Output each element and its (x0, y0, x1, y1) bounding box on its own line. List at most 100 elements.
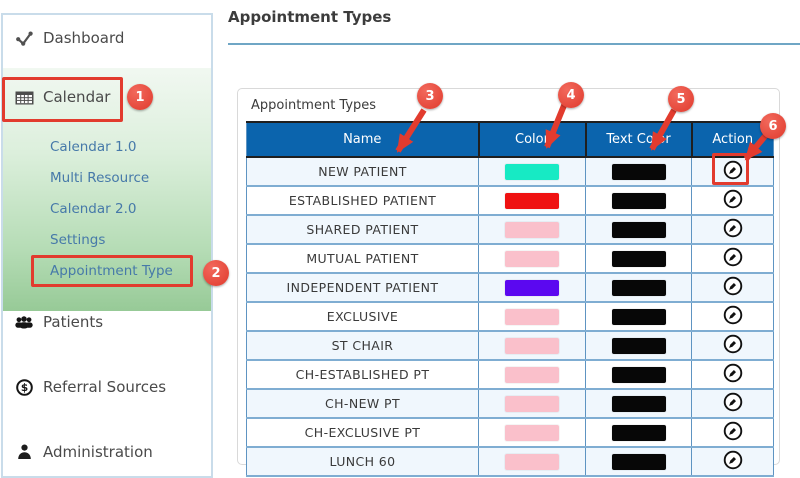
svg-text:$: $ (20, 382, 27, 394)
patients-icon (14, 315, 34, 330)
edit-pencil-icon (723, 276, 743, 299)
color-swatch (505, 453, 559, 470)
edit-pencil-icon (723, 334, 743, 357)
text-color-cell (585, 215, 692, 245)
text-color-cell (585, 186, 692, 216)
table-row: CH-ESTABLISHED PT (246, 360, 774, 390)
appointment-table-body: NEW PATIENT ESTABLISHED PATIENT (246, 157, 774, 477)
table-row: NEW PATIENT (246, 157, 774, 187)
color-cell (478, 157, 586, 187)
text-color-cell (585, 360, 692, 390)
edit-pencil-icon (723, 363, 743, 386)
dashboard-icon (14, 30, 34, 47)
table-row: CH-EXCLUSIVE PT (246, 418, 774, 448)
sidebar-item-appointment-type[interactable]: Appointment Type (50, 261, 173, 281)
appointment-name-cell: CH-ESTABLISHED PT (246, 360, 479, 390)
action-cell (691, 302, 774, 332)
row-name: SHARED PATIENT (306, 222, 419, 237)
color-swatch (505, 424, 559, 441)
appointment-name-cell: ST CHAIR (246, 331, 479, 361)
annotation-box-edit-icon (712, 153, 749, 185)
action-cell (691, 186, 774, 216)
edit-pencil-icon (723, 392, 743, 415)
text-color-swatch (611, 366, 666, 383)
action-cell (691, 418, 774, 448)
color-cell (478, 331, 586, 361)
dollar-circle-icon: $ (14, 378, 34, 396)
text-color-cell (585, 302, 692, 332)
row-name: INDEPENDENT PATIENT (286, 280, 439, 295)
color-swatch (505, 366, 559, 383)
edit-appointment-type-button[interactable] (723, 305, 743, 325)
color-cell (478, 360, 586, 390)
table-row: EXCLUSIVE (246, 302, 774, 332)
sidebar-item-label: Patients (43, 313, 104, 331)
column-header-color[interactable]: Color (477, 121, 586, 158)
color-swatch (505, 221, 559, 238)
edit-appointment-type-button[interactable] (723, 247, 743, 267)
appointment-name-cell: LUNCH 60 (246, 447, 479, 477)
sidebar: Dashboard Calendar Calend (1, 13, 213, 478)
sidebar-item-dashboard[interactable]: Dashboard (14, 27, 124, 49)
table-row: SHARED PATIENT (246, 215, 774, 245)
edit-appointment-type-button[interactable] (723, 421, 743, 441)
sidebar-item-settings[interactable]: Settings (50, 230, 105, 250)
callout-1: 1 (127, 84, 153, 110)
table-row: MUTUAL PATIENT (246, 244, 774, 274)
column-header-action[interactable]: Action (690, 121, 774, 158)
color-cell (478, 389, 586, 419)
table-row: CH-NEW PT (246, 389, 774, 419)
sidebar-item-multi-resource[interactable]: Multi Resource (50, 168, 149, 188)
edit-appointment-type-button[interactable] (723, 392, 743, 412)
table-header-row: Name Color Text Color Action (246, 121, 774, 158)
table-row: INDEPENDENT PATIENT (246, 273, 774, 303)
color-swatch (505, 337, 559, 354)
edit-appointment-type-button[interactable] (723, 189, 743, 209)
color-swatch (505, 279, 559, 296)
person-icon (14, 444, 34, 460)
color-cell (478, 273, 586, 303)
sidebar-item-calendar[interactable]: Calendar (14, 86, 110, 108)
column-header-name[interactable]: Name (246, 121, 479, 158)
edit-appointment-type-button[interactable] (723, 218, 743, 238)
sidebar-item-referral-sources[interactable]: $ Referral Sources (14, 376, 166, 398)
edit-appointment-type-button[interactable] (723, 160, 743, 180)
appointment-name-cell: MUTUAL PATIENT (246, 244, 479, 274)
text-color-swatch (611, 192, 666, 209)
sidebar-item-label: Dashboard (43, 29, 125, 47)
sidebar-item-label: Calendar (43, 88, 111, 106)
sidebar-item-label: Administration (43, 443, 153, 461)
column-header-text-color[interactable]: Text Color (584, 121, 692, 158)
sidebar-item-calendar-2-0[interactable]: Calendar 2.0 (50, 199, 136, 219)
edit-pencil-icon (723, 305, 743, 328)
table-row: ESTABLISHED PATIENT (246, 186, 774, 216)
text-color-swatch (611, 250, 666, 267)
appointment-name-cell: NEW PATIENT (246, 157, 479, 187)
action-cell (691, 360, 774, 390)
text-color-cell (585, 447, 692, 477)
text-color-swatch (611, 453, 666, 470)
color-swatch (505, 395, 559, 412)
sub-item-label: Settings (50, 232, 106, 248)
edit-pencil-icon (723, 160, 743, 183)
sidebar-item-calendar-1-0[interactable]: Calendar 1.0 (50, 137, 136, 157)
sidebar-item-patients[interactable]: Patients (14, 311, 103, 333)
edit-appointment-type-button[interactable] (723, 450, 743, 470)
row-name: MUTUAL PATIENT (306, 251, 419, 266)
color-swatch (505, 163, 559, 180)
text-color-swatch (611, 163, 666, 180)
appointment-name-cell: CH-EXCLUSIVE PT (246, 418, 479, 448)
text-color-cell (585, 244, 692, 274)
appointment-name-cell: EXCLUSIVE (246, 302, 479, 332)
callout-5: 5 (668, 86, 694, 112)
text-color-cell (585, 157, 692, 187)
color-cell (478, 244, 586, 274)
sidebar-item-administration[interactable]: Administration (14, 441, 153, 463)
edit-appointment-type-button[interactable] (723, 276, 743, 296)
edit-appointment-type-button[interactable] (723, 334, 743, 354)
color-cell (478, 215, 586, 245)
text-color-cell (585, 418, 692, 448)
callout-4: 4 (558, 82, 584, 108)
edit-appointment-type-button[interactable] (723, 363, 743, 383)
